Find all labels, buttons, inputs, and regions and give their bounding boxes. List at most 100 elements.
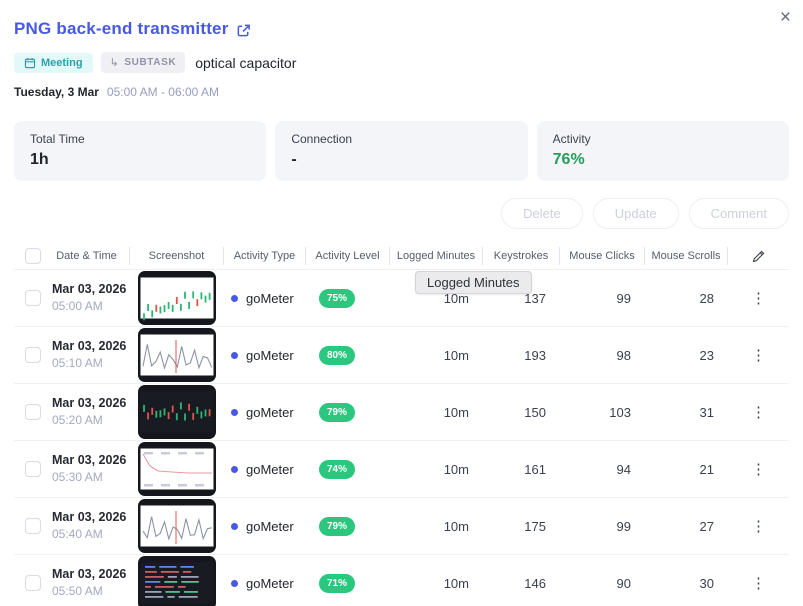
row-menu-icon[interactable]: ⋮: [751, 403, 766, 421]
screenshot-cell: [130, 271, 224, 325]
badge-row: Meeting ↳ SUBTASK optical capacitor: [14, 52, 789, 73]
subtask-arrow-icon: ↳: [109, 57, 120, 69]
activity-label: Activity: [552, 132, 591, 146]
row-time: 05:40 AM: [52, 527, 103, 542]
subtask-value: optical capacitor: [195, 54, 297, 71]
keystrokes-cell: 137: [524, 290, 546, 306]
external-link-icon[interactable]: [236, 23, 251, 38]
edit-columns-icon[interactable]: [751, 249, 766, 264]
mouse-scrolls-cell: 23: [699, 347, 714, 363]
total-time-value: 1h: [30, 151, 49, 168]
meeting-badge-label: Meeting: [41, 56, 83, 69]
mouse-clicks-cell: 99: [616, 518, 631, 534]
activity-type-dot-icon: [231, 294, 238, 302]
activity-type-label: goMeter: [246, 404, 294, 420]
activity-level-cell: 75%: [306, 288, 390, 308]
subtask-badge-label: SUBTASK: [124, 57, 177, 68]
activity-type-cell: goMeter: [224, 291, 306, 306]
activity-type-label: goMeter: [246, 290, 294, 306]
keystrokes-cell: 146: [524, 575, 546, 591]
mouse-scrolls-cell: 21: [699, 461, 714, 477]
mouse-scrolls-cell: 27: [699, 518, 714, 534]
checkbox-cell: [14, 347, 44, 363]
modal-header: PNG back-end transmitter: [14, 0, 789, 39]
screenshot-cell: [130, 385, 224, 439]
meeting-badge: Meeting: [14, 52, 93, 73]
activity-type-cell: goMeter: [224, 348, 306, 363]
activity-level-cell: 71%: [306, 573, 390, 593]
connection-card: Connection -: [275, 121, 528, 181]
screenshot-thumbnail[interactable]: [138, 442, 216, 496]
row-checkbox[interactable]: [25, 404, 41, 420]
column-header-activity-type: Activity Type: [224, 247, 306, 265]
activity-type-cell: goMeter: [224, 405, 306, 420]
connection-label: Connection: [291, 132, 353, 146]
keystrokes-cell: 150: [524, 404, 546, 420]
activity-level-cell: 79%: [306, 516, 390, 536]
row-menu-icon[interactable]: ⋮: [751, 460, 766, 478]
select-all-checkbox[interactable]: [25, 248, 41, 264]
mouse-scrolls-cell: 28: [699, 290, 714, 306]
activity-card: Activity 76%: [536, 121, 789, 181]
delete-button[interactable]: Delete: [501, 198, 583, 229]
screenshot-thumbnail[interactable]: [138, 328, 216, 382]
row-menu-icon[interactable]: ⋮: [751, 574, 766, 592]
activity-type-dot-icon: [231, 408, 238, 416]
checkbox-cell: [14, 404, 44, 420]
screenshot-thumbnail[interactable]: [138, 499, 216, 553]
activity-value: 76%: [552, 151, 585, 168]
table-row: Mar 03, 2026 05:20 AM goMeter 79% 10m 15…: [14, 384, 789, 441]
screenshot-thumbnail[interactable]: [138, 271, 216, 325]
close-icon[interactable]: ×: [779, 7, 791, 28]
total-time-card: Total Time 1h: [14, 121, 267, 181]
logged-minutes-cell: 10m: [443, 404, 469, 420]
row-menu-icon[interactable]: ⋮: [751, 517, 766, 535]
logged-minutes-cell: 10m: [443, 461, 469, 477]
screenshot-thumbnail[interactable]: [138, 385, 216, 439]
mouse-clicks-cell: 98: [616, 347, 631, 363]
screenshot-cell: [130, 442, 224, 496]
checkbox-cell: [14, 575, 44, 591]
activity-type-cell: goMeter: [224, 462, 306, 477]
activity-level-cell: 74%: [306, 459, 390, 479]
schedule-time-range: 05:00 AM - 06:00 AM: [106, 85, 219, 99]
row-menu-icon[interactable]: ⋮: [751, 346, 766, 364]
edit-columns-cell: [728, 247, 789, 265]
row-date: Mar 03, 2026: [52, 510, 127, 525]
row-checkbox[interactable]: [25, 347, 41, 363]
column-header-activity-level: Activity Level: [306, 247, 390, 265]
row-date: Mar 03, 2026: [52, 396, 127, 411]
activity-level-badge: 71%: [319, 574, 356, 593]
mouse-clicks-cell: 90: [616, 575, 631, 591]
column-header-mouse-clicks: Mouse Clicks: [560, 247, 645, 265]
date-cell: Mar 03, 2026 05:50 AM: [44, 566, 130, 600]
activity-type-label: goMeter: [246, 347, 294, 363]
row-checkbox[interactable]: [25, 518, 41, 534]
stat-cards: Total Time 1h Connection - Activity 76%: [14, 121, 789, 181]
mouse-scrolls-cell: 30: [699, 575, 714, 591]
total-time-label: Total Time: [30, 132, 85, 146]
comment-button[interactable]: Comment: [688, 198, 789, 229]
row-date: Mar 03, 2026: [52, 567, 127, 582]
row-menu-icon[interactable]: ⋮: [751, 289, 766, 307]
screenshot-cell: [130, 499, 224, 553]
screenshot-cell: [130, 556, 224, 606]
row-checkbox[interactable]: [25, 575, 41, 591]
table-row: Mar 03, 2026 05:00 AM goMeter 75% 10m 13…: [14, 270, 789, 327]
table-row: Mar 03, 2026 05:50 AM goMeter 71% 10m 14…: [14, 555, 789, 606]
screenshot-thumbnail[interactable]: [138, 556, 216, 606]
activity-type-dot-icon: [231, 465, 238, 473]
calendar-icon: [24, 57, 36, 68]
row-checkbox[interactable]: [25, 461, 41, 477]
update-button[interactable]: Update: [592, 198, 679, 229]
column-header-keystrokes: Keystrokes: [483, 247, 560, 265]
connection-value: -: [291, 151, 297, 168]
logged-minutes-cell: 10m: [443, 518, 469, 534]
activity-type-cell: goMeter: [224, 519, 306, 534]
keystrokes-cell: 161: [524, 461, 546, 477]
keystrokes-cell: 175: [524, 518, 546, 534]
row-checkbox[interactable]: [25, 290, 41, 306]
logged-minutes-tooltip: Logged Minutes: [415, 271, 532, 294]
column-header-screenshot: Screenshot: [130, 247, 224, 265]
actions-row: Delete Update Comment: [14, 198, 789, 229]
